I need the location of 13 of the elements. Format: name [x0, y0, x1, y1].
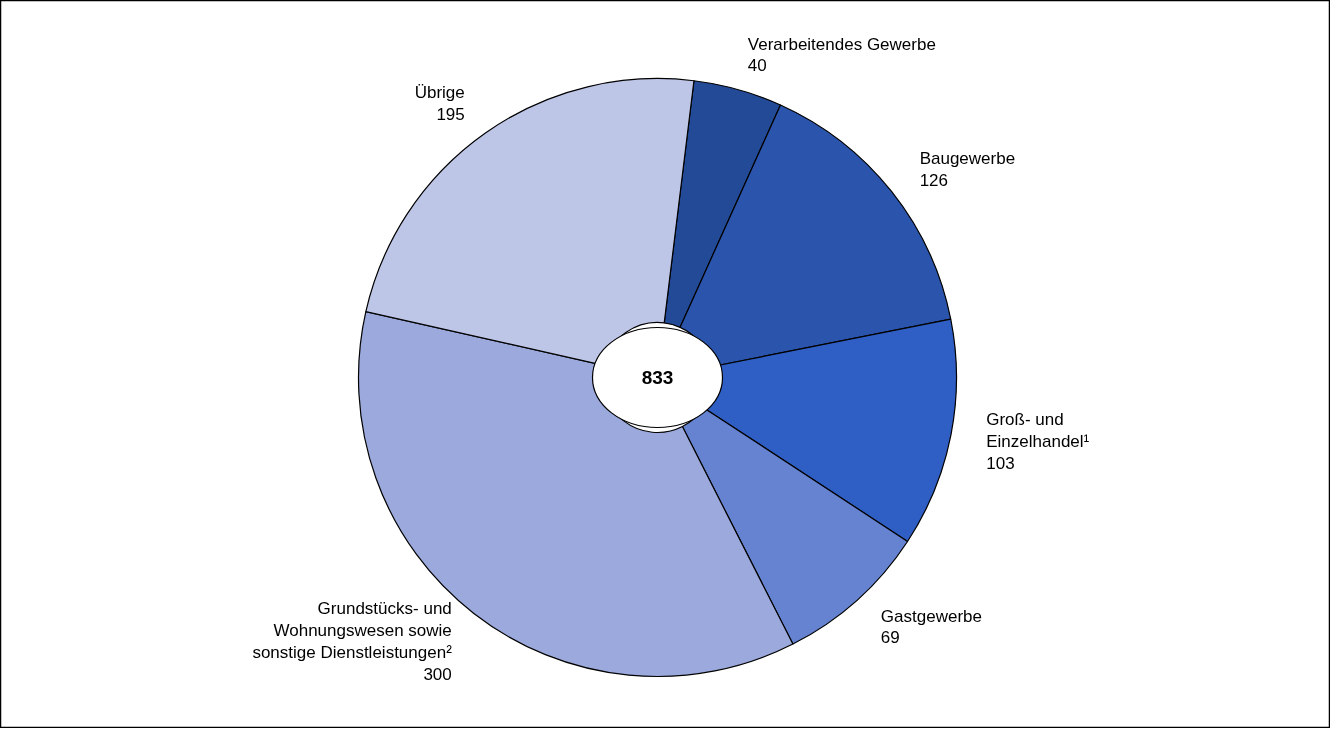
slice-label: Übrige	[414, 83, 465, 103]
slice-label: Verarbeitendes Gewerbe	[747, 34, 936, 54]
slice-label: Grundstücks- und Wohnungswesen sowie sonstige Dienstleistungen²	[252, 599, 453, 663]
data-label: 40	[747, 56, 767, 76]
slice-label: Baugewerbe	[919, 148, 1016, 168]
text: 833	[641, 367, 674, 388]
data-label: 69	[880, 628, 900, 648]
slice-label: Groß- und Einzelhandel¹	[986, 410, 1090, 451]
data-label: 103	[986, 453, 1015, 473]
data-label: 300	[423, 665, 452, 685]
slice-label: Gastgewerbe	[880, 606, 982, 626]
data-label: 126	[919, 170, 949, 190]
data-label: 195	[436, 105, 465, 125]
